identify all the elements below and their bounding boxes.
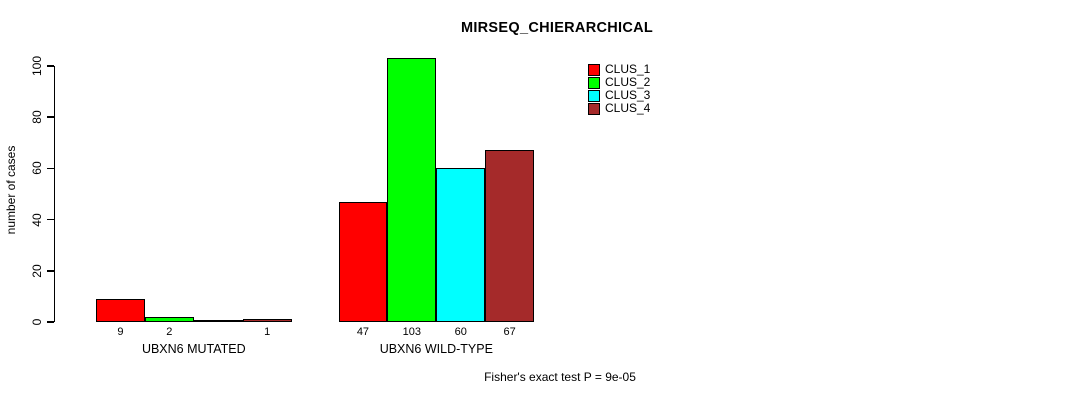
legend-row: CLUS_4	[588, 102, 650, 115]
bar-value-label: 47	[356, 326, 370, 338]
y-axis-tick-label: 40	[30, 212, 44, 227]
bar-value-label	[194, 326, 242, 338]
bar-clus_1-1	[96, 298, 145, 322]
bar-clus_3-2	[436, 168, 486, 322]
legend-label: CLUS_2	[605, 75, 651, 89]
bar-clus_2-1	[144, 316, 194, 322]
y-axis-tick	[46, 65, 54, 67]
bar-clus_3-1	[193, 320, 243, 322]
y-axis-tick-label: 20	[30, 264, 44, 278]
legend-label: CLUS_4	[605, 101, 651, 115]
bar-value-label: 67	[503, 326, 516, 338]
y-axis-tick-label: 80	[30, 110, 44, 124]
legend-row: CLUS_2	[588, 76, 650, 89]
stat-test-annotation: Fisher's exact test P = 9e-05	[484, 370, 636, 384]
y-axis-title: number of cases	[4, 145, 18, 235]
legend-label: CLUS_3	[605, 88, 651, 102]
legend: CLUS_1 CLUS_2 CLUS_3 CLUS_4	[588, 63, 650, 115]
bar-clus_4-2	[485, 150, 535, 322]
bar-value-label: 60	[454, 326, 467, 338]
legend-swatch-clus_4	[588, 102, 600, 115]
bar-clus_4-1	[242, 319, 292, 322]
y-axis-tick	[46, 218, 54, 221]
bar-value-label: 1	[264, 326, 271, 338]
bar-value-label: 2	[166, 326, 173, 338]
y-axis-tick-label: 0	[30, 318, 44, 326]
legend-row: CLUS_1	[588, 63, 650, 76]
legend-row: CLUS_3	[588, 89, 650, 102]
y-axis-tick-label: 100	[30, 55, 44, 77]
x-axis-group-label: UBXN6 MUTATED	[141, 342, 246, 356]
bar-value-label: 103	[402, 326, 422, 338]
y-axis-tick-label: 60	[30, 161, 44, 176]
legend-swatch-clus_2	[588, 76, 600, 89]
bar-value-label: 9	[117, 326, 124, 338]
y-axis-tick	[46, 116, 54, 118]
y-axis-tick	[46, 321, 54, 323]
bar-clus_1-2	[338, 201, 388, 322]
x-axis-group-label: UBXN6 WILD-TYPE	[379, 342, 493, 356]
legend-swatch-clus_3	[588, 89, 600, 102]
legend-label: CLUS_1	[605, 62, 651, 76]
bar-clus_2-2	[387, 58, 437, 322]
y-axis-tick	[46, 167, 54, 170]
legend-swatch-clus_1	[588, 63, 600, 76]
y-axis-line	[53, 66, 55, 322]
chart-title: MIRSEQ_CHIERARCHICAL	[460, 20, 654, 36]
y-axis-tick	[46, 270, 54, 272]
